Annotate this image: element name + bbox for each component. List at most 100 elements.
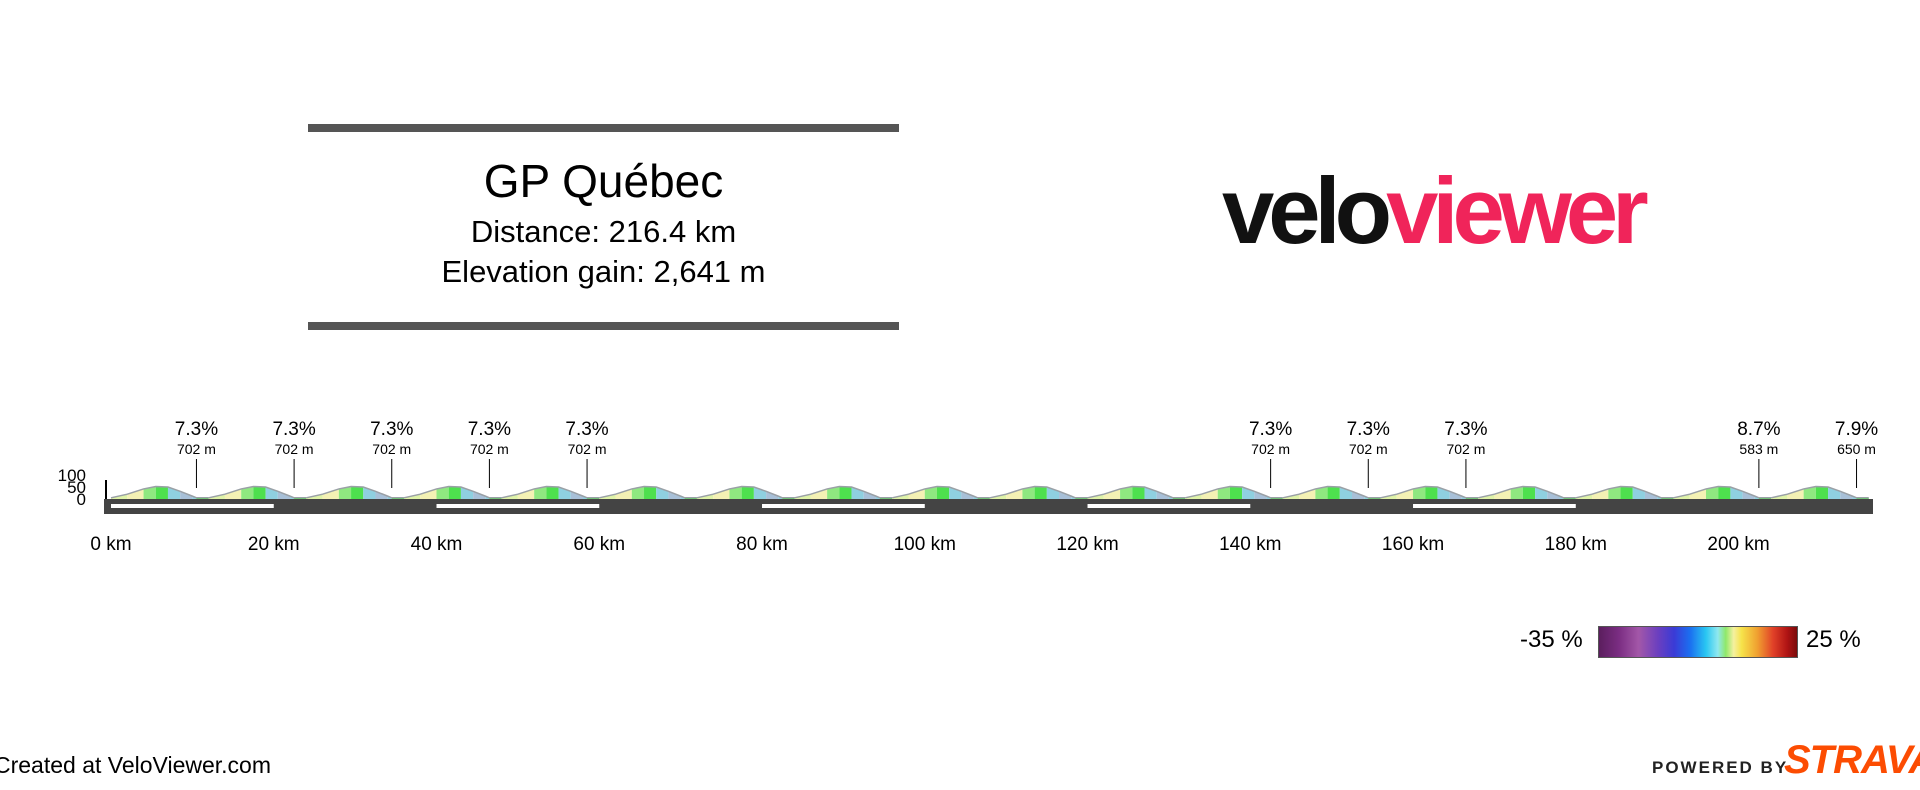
profile-segment (1522, 486, 1536, 499)
profile-segment (1034, 486, 1047, 499)
climb-gradient-label: 7.3% (1249, 419, 1292, 440)
logo-part2: viewer (1386, 158, 1649, 263)
profile-segment (729, 486, 742, 499)
profile-segment (1103, 488, 1121, 499)
profile-segment (1022, 486, 1035, 499)
climb-gradient-label: 7.3% (1347, 419, 1390, 440)
climb-gradient-label: 7.9% (1835, 419, 1878, 440)
profile-segment (1592, 488, 1609, 499)
climb-elevation-label: 702 m (372, 441, 411, 457)
profile-segment (265, 487, 278, 499)
profile-segment (460, 487, 474, 499)
profile-segment (753, 487, 767, 499)
profile-segment (1315, 486, 1328, 499)
profile-segment (1299, 488, 1316, 499)
profile-segment (713, 488, 730, 499)
profile-outline (794, 485, 893, 499)
profile-outline (110, 485, 209, 499)
profile-segment (1608, 486, 1621, 499)
profile-segment (1815, 486, 1829, 499)
profile-segment (143, 486, 156, 499)
profile-segment (436, 486, 449, 499)
profile-segment (851, 487, 864, 499)
profile-segment (1730, 487, 1743, 499)
profile-segment (448, 486, 461, 499)
profile-segment (827, 486, 840, 499)
climb-elevation-label: 702 m (568, 441, 607, 457)
profile-segment (1339, 487, 1353, 499)
x-tick-label: 140 km (1219, 534, 1281, 555)
profile-outline (1185, 485, 1283, 499)
distance-band (1087, 504, 1251, 508)
profile-segment (644, 486, 657, 499)
climb-gradient-label: 7.3% (175, 419, 218, 440)
profile-segment (1132, 486, 1145, 499)
gradient-legend-min: -35 % (1520, 626, 1583, 653)
y-tick-label: 100 (58, 466, 86, 485)
climb-elevation-label: 702 m (275, 441, 314, 457)
profile-outline (892, 485, 990, 499)
profile-segment (241, 486, 254, 499)
y-tick-label: 0 (77, 490, 86, 509)
climb-elevation-label: 650 m (1837, 441, 1876, 457)
profile-segment (558, 487, 571, 499)
x-tick-label: 40 km (411, 534, 463, 555)
climb-gradient-label: 7.3% (370, 419, 413, 440)
distance-band (1413, 504, 1576, 508)
profile-segment (908, 488, 925, 499)
profile-segment (1803, 486, 1816, 499)
profile-segment (1510, 486, 1523, 499)
x-tick-label: 160 km (1382, 534, 1444, 555)
profile-segment (1217, 486, 1230, 499)
profile-segment (224, 488, 242, 499)
route-title: GP Québec (483, 155, 724, 207)
profile-segment (155, 486, 168, 499)
profile-segment (656, 487, 669, 499)
profile-outline (1380, 485, 1479, 499)
profile-segment (420, 488, 437, 499)
climb-elevation-label: 583 m (1739, 441, 1778, 457)
profile-segment (810, 488, 828, 499)
profile-segment (1425, 486, 1438, 499)
veloviewer-logo: veloviewer (1222, 164, 1649, 258)
profile-outline (1477, 485, 1576, 499)
profile-segment (1494, 488, 1511, 499)
profile-segment (534, 486, 547, 499)
profile-segment (1828, 487, 1841, 499)
profile-segment (1242, 487, 1255, 499)
profile-segment (1201, 488, 1218, 499)
profile-outline (1087, 485, 1186, 499)
x-tick-label: 180 km (1545, 534, 1607, 555)
gradient-legend-max: 25 % (1806, 626, 1861, 653)
y-tick-label: 50 (67, 478, 86, 497)
profile-segment (1718, 486, 1731, 499)
climb-elevation-label: 702 m (470, 441, 509, 457)
profile-segment (1327, 486, 1340, 499)
profile-outline (1575, 485, 1674, 499)
profile-segment (631, 486, 645, 499)
profile-outline (696, 485, 795, 499)
profile-segment (1632, 487, 1645, 499)
profile-segment (363, 487, 376, 499)
profile-segment (127, 488, 144, 499)
climb-elevation-label: 702 m (177, 441, 216, 457)
distance-band (436, 504, 600, 508)
climb-gradient-label: 7.3% (1444, 419, 1487, 440)
x-tick-label: 20 km (248, 534, 300, 555)
profile-segment (615, 488, 632, 499)
profile-outline (306, 485, 404, 499)
profile-segment (1046, 487, 1060, 499)
profile-segment (351, 486, 364, 499)
x-tick-label: 80 km (736, 534, 788, 555)
profile-segment (949, 487, 962, 499)
x-tick-label: 100 km (894, 534, 956, 555)
climb-elevation-label: 702 m (1349, 441, 1388, 457)
title-rule-top (308, 124, 899, 132)
profile-segment (1396, 488, 1414, 499)
profile-segment (517, 488, 535, 499)
powered-by-text: POWERED BY (1652, 758, 1789, 777)
x-tick-label: 0 km (90, 534, 131, 555)
created-at-text: Created at VeloViewer.com (0, 752, 272, 778)
profile-segment (167, 487, 181, 499)
